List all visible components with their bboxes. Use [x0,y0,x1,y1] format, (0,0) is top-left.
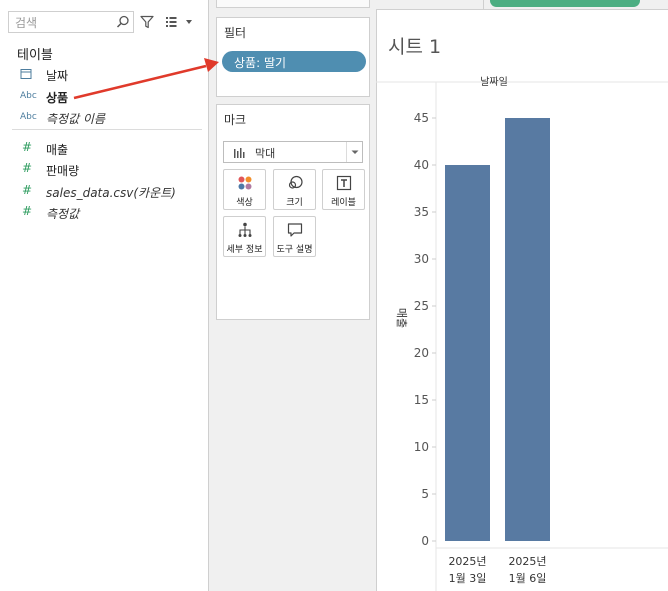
shelf-divider [483,0,484,10]
field-item-quantity[interactable]: # 판매량 [0,159,208,181]
field-name: 판매량 [46,164,80,178]
measure-icon: # [22,139,33,154]
label-button[interactable]: 레이블 [322,169,365,210]
marks-card: 마크 막대 색상 크기 [216,104,370,320]
tooltip-icon [287,223,303,237]
detail-icon [238,222,252,237]
y-axis-title: 매출 [395,308,408,328]
measure-icon: # [22,182,33,197]
field-name: 측정값 이름 [46,112,106,126]
field-item-date[interactable]: 날짜 [0,64,208,86]
search-icon[interactable] [116,15,130,29]
sheet-title: 시트 1 [388,36,442,58]
bar [505,118,550,541]
field-item-sales[interactable]: # 매출 [0,138,208,160]
view-options-icon[interactable] [165,15,195,29]
filter-icon[interactable] [140,15,154,29]
view-border [376,10,377,591]
color-label: 색상 [236,198,253,208]
y-tick-label: 0 [421,534,429,548]
field-item-product[interactable]: Abc 상품 [0,86,208,108]
bar [445,165,490,541]
y-tick-label: 30 [414,252,429,266]
field-item-record-count[interactable]: # sales_data.csv(카운트) [0,181,208,203]
field-name: 측정값 [46,207,80,221]
divider [12,129,202,130]
x-tick-label: 1월 3일 [449,571,487,585]
search-box[interactable] [8,11,134,33]
size-icon [288,175,303,189]
tooltip-label: 도구 설명 [276,245,313,255]
field-list: 날짜 Abc 상품 Abc 측정값 이름 # 매출 # 판매량 # sales_… [0,64,208,224]
y-tick-label: 45 [414,111,429,125]
columns-shelf-strip [376,0,668,10]
columns-pill[interactable] [490,0,640,7]
bar-mark-icon [234,148,245,158]
color-button[interactable]: 색상 [223,169,266,210]
field-name: 매출 [46,142,69,157]
field-name: 상품 [46,90,69,105]
filters-title: 필터 [224,26,247,40]
tooltip-button[interactable]: 도구 설명 [273,216,316,257]
color-dots-icon [238,176,252,190]
mark-type-dropdown[interactable]: 막대 [223,141,363,163]
text-label-icon [336,175,352,191]
measure-icon: # [22,161,33,175]
calendar-icon [20,69,32,79]
dropdown-caret[interactable] [346,142,362,162]
chevron-down-icon [351,150,359,154]
y-tick-label: 25 [414,299,429,313]
y-tick-label: 5 [421,487,429,501]
field-item-measure-values[interactable]: # 측정값 [0,202,208,224]
filters-card[interactable]: 필터 상품: 딸기 [216,17,370,97]
y-tick-label: 40 [414,158,429,172]
measure-icon: # [22,204,33,218]
field-item-measure-names[interactable]: Abc 측정값 이름 [0,107,208,129]
y-tick-label: 35 [414,205,429,219]
tables-heading: 테이블 [17,48,53,63]
data-pane: 테이블 날짜 Abc 상품 Abc 측정값 이름 # 매출 # 판매량 # sa… [0,0,208,591]
detail-label: 세부 정보 [226,245,263,255]
label-label: 레이블 [331,198,356,208]
field-name: sales_data.csv(카운트) [46,185,176,200]
y-tick-label: 10 [414,440,429,454]
marks-title: 마크 [224,113,247,127]
detail-button[interactable]: 세부 정보 [223,216,266,257]
shelves-column: 필터 상품: 딸기 마크 막대 색상 [208,0,376,591]
x-tick-label: 2025년 [508,555,546,568]
abc-icon: Abc [20,90,37,101]
field-name: 날짜 [46,69,69,83]
x-tick-label: 2025년 [448,555,486,568]
mark-type-label: 막대 [255,147,276,160]
size-label: 크기 [286,198,303,208]
column-header: 날짜일 [480,76,508,88]
filter-pill-product[interactable]: 상품: 딸기 [222,51,366,72]
abc-icon: Abc [20,112,37,122]
size-button[interactable]: 크기 [273,169,316,210]
x-tick-label: 1월 6일 [509,571,547,585]
y-tick-label: 20 [414,346,429,360]
y-tick-label: 15 [414,393,429,407]
search-input[interactable] [9,13,109,33]
pages-shelf [216,0,370,8]
